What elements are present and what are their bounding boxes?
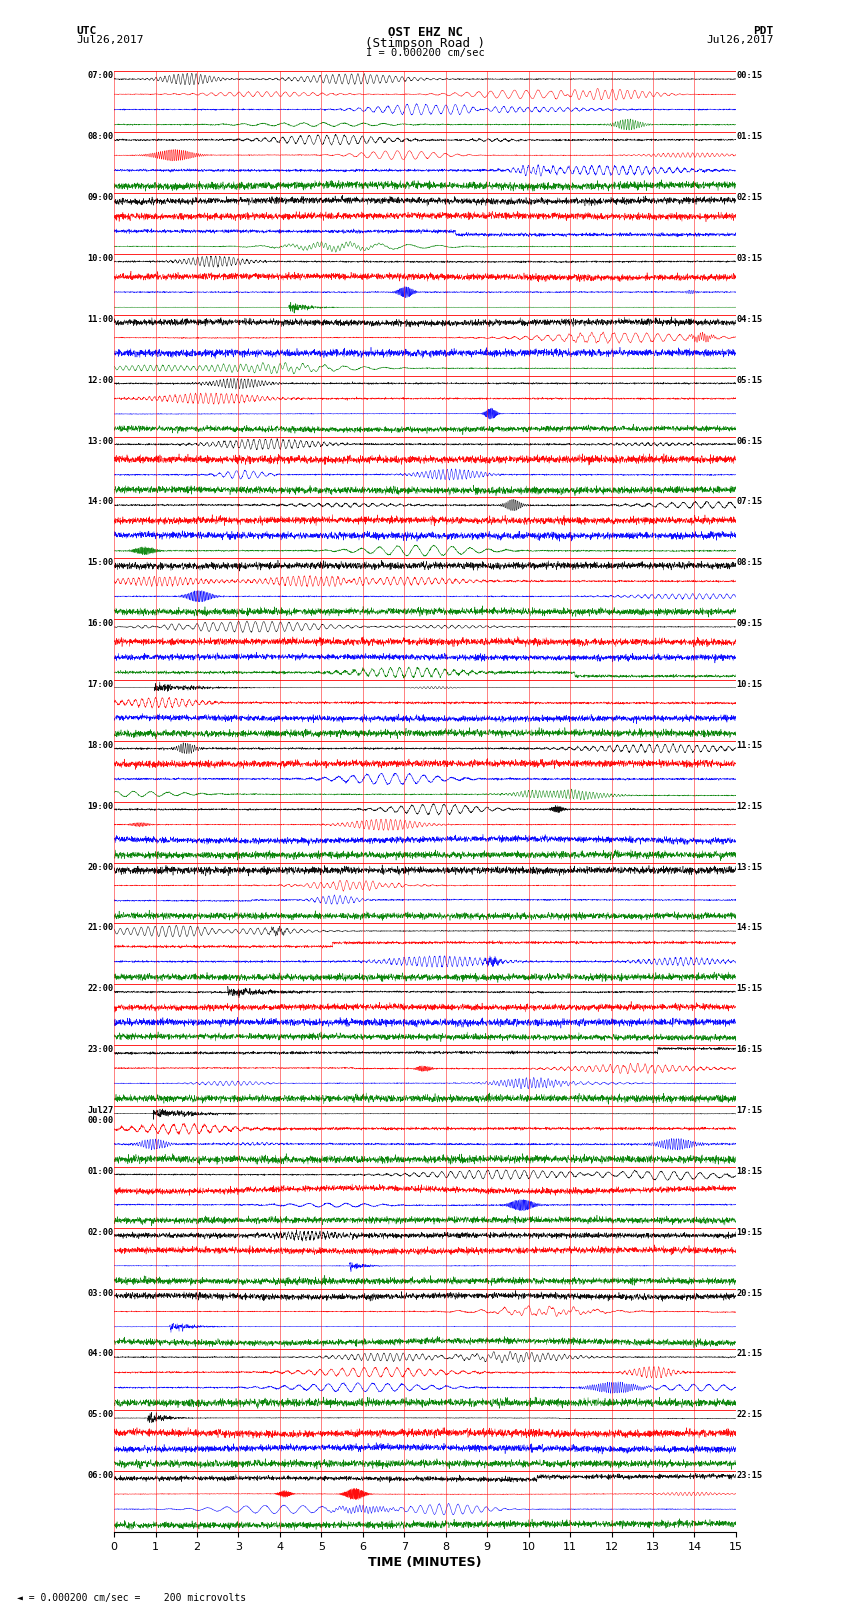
Text: I = 0.000200 cm/sec: I = 0.000200 cm/sec — [366, 48, 484, 58]
Text: 08:00: 08:00 — [88, 132, 114, 142]
Text: 09:15: 09:15 — [736, 619, 762, 627]
Text: 23:00: 23:00 — [88, 1045, 114, 1055]
Text: 01:15: 01:15 — [736, 132, 762, 142]
Text: 04:00: 04:00 — [88, 1350, 114, 1358]
Text: UTC: UTC — [76, 26, 97, 35]
Text: 10:00: 10:00 — [88, 253, 114, 263]
Text: 20:15: 20:15 — [736, 1289, 762, 1297]
Text: 07:15: 07:15 — [736, 497, 762, 506]
Text: 16:00: 16:00 — [88, 619, 114, 627]
Text: Jul26,2017: Jul26,2017 — [76, 35, 144, 45]
Text: 08:15: 08:15 — [736, 558, 762, 568]
Text: 11:00: 11:00 — [88, 315, 114, 324]
Text: 03:15: 03:15 — [736, 253, 762, 263]
Text: 07:00: 07:00 — [88, 71, 114, 81]
Text: 18:15: 18:15 — [736, 1166, 762, 1176]
Text: 13:00: 13:00 — [88, 437, 114, 445]
Text: 15:15: 15:15 — [736, 984, 762, 994]
Text: 22:00: 22:00 — [88, 984, 114, 994]
Text: Jul26,2017: Jul26,2017 — [706, 35, 774, 45]
Text: (Stimpson Road ): (Stimpson Road ) — [365, 37, 485, 50]
Text: 21:00: 21:00 — [88, 924, 114, 932]
Text: 14:15: 14:15 — [736, 924, 762, 932]
Text: 21:15: 21:15 — [736, 1350, 762, 1358]
Text: 12:15: 12:15 — [736, 802, 762, 811]
Text: 14:00: 14:00 — [88, 497, 114, 506]
Text: 12:00: 12:00 — [88, 376, 114, 386]
Text: 01:00: 01:00 — [88, 1166, 114, 1176]
Text: 20:00: 20:00 — [88, 863, 114, 871]
Text: 17:00: 17:00 — [88, 681, 114, 689]
Text: 22:15: 22:15 — [736, 1410, 762, 1419]
Text: 19:15: 19:15 — [736, 1227, 762, 1237]
Text: 09:00: 09:00 — [88, 194, 114, 202]
Text: PDT: PDT — [753, 26, 774, 35]
Text: Jul27
00:00: Jul27 00:00 — [88, 1107, 114, 1126]
Text: 05:15: 05:15 — [736, 376, 762, 386]
Text: 18:00: 18:00 — [88, 740, 114, 750]
Text: 02:00: 02:00 — [88, 1227, 114, 1237]
Text: 04:15: 04:15 — [736, 315, 762, 324]
Text: 13:15: 13:15 — [736, 863, 762, 871]
Text: 16:15: 16:15 — [736, 1045, 762, 1055]
Text: 03:00: 03:00 — [88, 1289, 114, 1297]
Text: 17:15: 17:15 — [736, 1107, 762, 1115]
Text: 10:15: 10:15 — [736, 681, 762, 689]
Text: 06:15: 06:15 — [736, 437, 762, 445]
Text: 06:00: 06:00 — [88, 1471, 114, 1481]
Text: 05:00: 05:00 — [88, 1410, 114, 1419]
Text: 15:00: 15:00 — [88, 558, 114, 568]
Text: 00:15: 00:15 — [736, 71, 762, 81]
Text: ◄ = 0.000200 cm/sec =    200 microvolts: ◄ = 0.000200 cm/sec = 200 microvolts — [17, 1594, 246, 1603]
Text: OST EHZ NC: OST EHZ NC — [388, 26, 462, 39]
Text: 02:15: 02:15 — [736, 194, 762, 202]
Text: 23:15: 23:15 — [736, 1471, 762, 1481]
X-axis label: TIME (MINUTES): TIME (MINUTES) — [368, 1557, 482, 1569]
Text: 11:15: 11:15 — [736, 740, 762, 750]
Text: 19:00: 19:00 — [88, 802, 114, 811]
